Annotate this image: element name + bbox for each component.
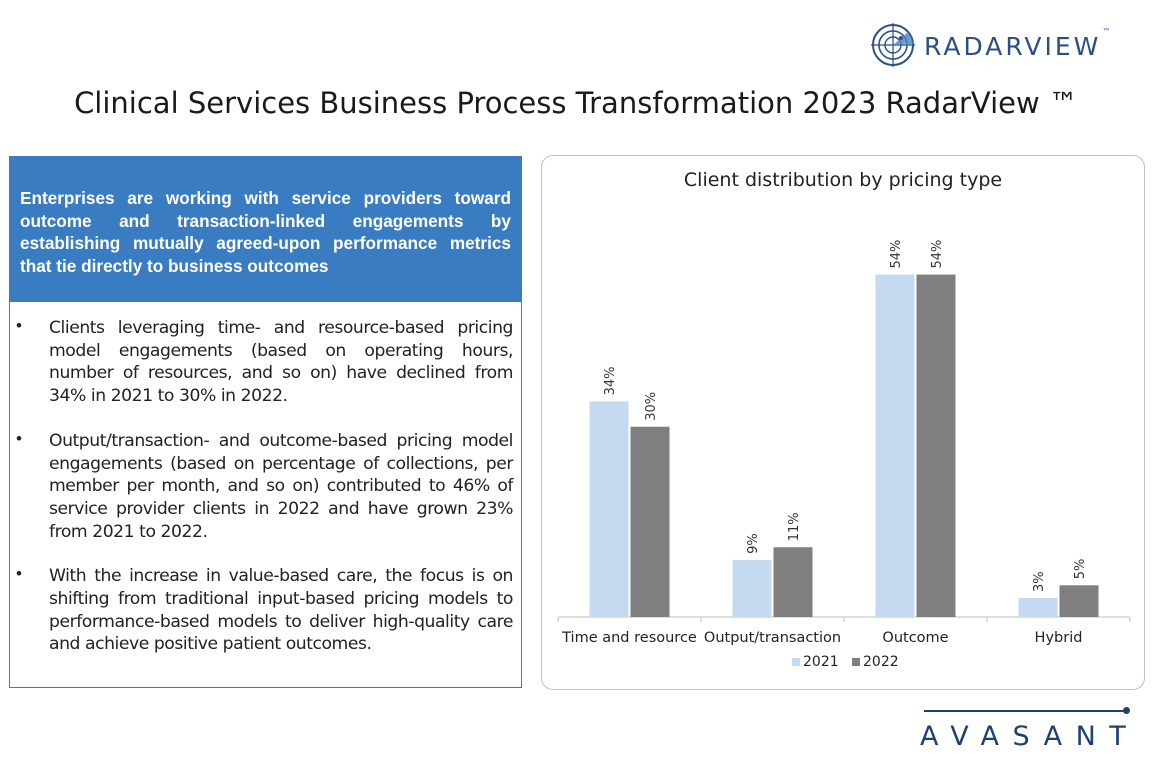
data-label: 34% [603,366,618,395]
bullet-marker: • [16,428,22,448]
bullet-text: With the increase in value-based care, t… [49,566,513,655]
bar-2021 [732,559,772,617]
insights-panel: Enterprises are working with service pro… [9,156,522,688]
bar-2022 [916,274,956,617]
bullet-marker: • [16,564,22,584]
bullet-marker: • [16,316,22,335]
page-title: Clinical Services Business Process Trans… [74,86,1078,120]
bullet-item: • With the increase in value-based care,… [10,564,513,656]
radarview-wordmark: RADARVIEW™ [924,26,1111,61]
bar-2022 [630,426,670,617]
bullet-list: • Clients leveraging time- and resource-… [10,316,521,678]
data-label: 3% [1032,571,1047,592]
category-label: Output/transaction [704,630,841,646]
bar-2022 [773,547,813,617]
data-label: 9% [746,533,761,554]
bar-chart: 34% 30% Time and resource 9% 11% Output/trans… [557,240,1131,670]
legend-label: 2022 [863,654,899,670]
radar-icon [871,23,915,67]
bullet-text: Clients leveraging time- and resource-ba… [49,318,513,407]
bar-2021 [589,401,629,617]
data-label: 5% [1073,559,1088,580]
chart-title: Client distribution by pricing type [683,169,1003,191]
logo-dot [1123,707,1130,714]
legend-label: 2021 [803,654,839,670]
radarview-logo: RADARVIEW™ [870,22,1140,72]
avasant-logo: AVASANT [918,706,1133,756]
category-label: Time and resource [561,630,697,646]
bar-2021 [875,274,915,617]
callout-text: Enterprises are working with service pro… [20,188,511,276]
chart-panel: Client distribution by pricing type 34% 3… [541,155,1145,690]
bar-2021 [1018,597,1058,617]
avasant-wordmark: AVASANT [920,721,1140,752]
data-label: 54% [930,240,945,269]
category-label: Outcome [882,630,948,646]
legend-swatch [792,658,800,666]
logo-line [924,710,1124,712]
data-label: 11% [787,512,802,541]
bullet-item: • Output/transaction- and outcome-based … [10,428,513,544]
legend-swatch [852,658,860,666]
bullet-item: • Clients leveraging time- and resource-… [10,316,513,408]
callout-box: Enterprises are working with service pro… [10,157,521,302]
data-label: 54% [889,240,904,269]
category-label: Hybrid [1035,630,1083,646]
bullet-text: Output/transaction- and outcome-based pr… [49,430,513,542]
data-label: 30% [644,392,659,421]
bar-2022 [1059,585,1099,617]
